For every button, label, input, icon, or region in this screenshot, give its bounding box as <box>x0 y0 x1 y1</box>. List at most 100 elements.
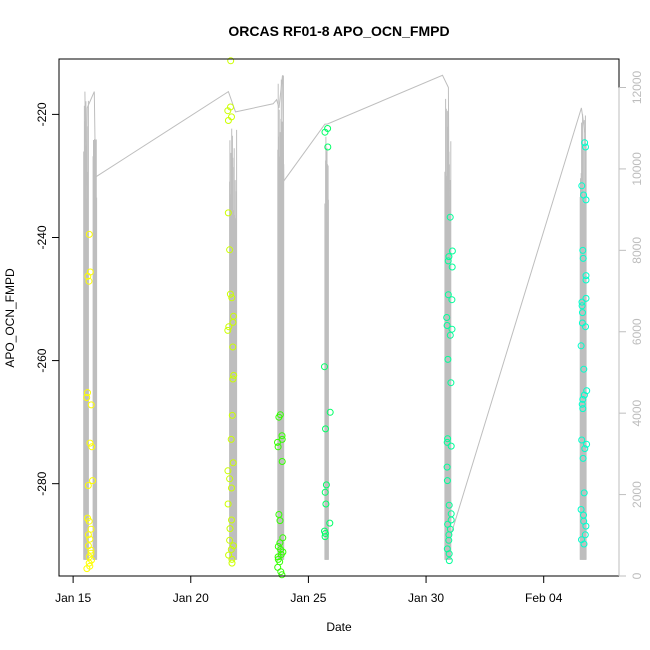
data-point <box>228 411 236 419</box>
data-point <box>86 535 94 543</box>
data-point <box>443 322 451 329</box>
x-tick-label: Jan 15 <box>55 591 91 605</box>
data-point <box>87 546 95 554</box>
data-point <box>582 196 590 204</box>
data-point <box>228 555 236 563</box>
data-point <box>580 540 588 548</box>
data-point <box>227 546 235 553</box>
data-point <box>224 326 232 334</box>
data-point <box>578 182 586 190</box>
data-point <box>577 506 585 513</box>
x-tick-label: Jan 20 <box>173 591 209 605</box>
x-tick-label: Jan 30 <box>408 591 444 605</box>
axes-layer: Jan 15 Jan 20 Jan 25 Jan 30 Feb 04 -220 -240 -2… <box>35 70 644 605</box>
data-point <box>326 408 334 416</box>
data-point <box>83 565 91 573</box>
plot-frame <box>58 58 620 577</box>
data-point <box>224 467 232 475</box>
data-point <box>224 117 232 124</box>
data-point <box>84 531 92 539</box>
data-point <box>89 477 96 485</box>
data-point <box>87 525 95 533</box>
data-point <box>229 343 237 351</box>
data-point <box>582 323 589 331</box>
data-point <box>224 209 232 217</box>
data-point <box>226 475 234 483</box>
data-point <box>582 522 590 530</box>
data-point <box>274 563 282 571</box>
data-point <box>321 363 328 371</box>
data-point <box>579 454 587 462</box>
data-point <box>580 391 588 399</box>
data-point <box>322 481 330 489</box>
data-point <box>83 394 91 401</box>
data-point <box>446 213 454 221</box>
data-point <box>448 325 456 333</box>
data-point <box>443 477 451 485</box>
data-point <box>444 291 452 299</box>
data-point <box>445 536 453 544</box>
data-point <box>277 568 285 576</box>
data-point <box>445 550 453 558</box>
data-point <box>447 516 455 524</box>
data-point <box>448 263 456 271</box>
data-point <box>230 542 237 550</box>
data-point <box>86 439 94 447</box>
data-point <box>445 557 453 565</box>
data-point <box>578 436 586 444</box>
data-point <box>226 525 234 533</box>
data-point <box>582 294 590 302</box>
data-point <box>326 519 334 527</box>
data-point <box>87 549 95 557</box>
y2-tick-label: 4000 <box>630 399 644 426</box>
data-point <box>225 323 233 331</box>
data-point <box>228 559 236 567</box>
data-point <box>445 253 453 261</box>
y-tick-label: -220 <box>35 102 49 126</box>
data-point <box>579 254 587 262</box>
data-point <box>579 405 587 413</box>
data-point <box>226 536 234 544</box>
data-point <box>444 355 452 363</box>
chart-title: ORCAS RF01-8 APO_OCN_FMPD <box>228 23 449 39</box>
data-point <box>578 302 586 310</box>
data-point <box>581 445 589 453</box>
y2-tick-label: 8000 <box>630 237 644 264</box>
data-point <box>279 534 287 542</box>
data-point <box>85 230 93 238</box>
data-point <box>443 314 451 321</box>
data-point <box>446 331 454 339</box>
x-tick-label: Jan 25 <box>290 591 326 605</box>
data-point <box>229 318 237 326</box>
y-tick-label: -280 <box>35 471 49 495</box>
data-point <box>443 438 451 446</box>
data-point <box>224 500 232 508</box>
data-point <box>447 379 455 387</box>
y2-tick-label: 10000 <box>630 152 644 186</box>
data-point <box>84 389 91 397</box>
data-point <box>274 553 282 561</box>
data-point <box>444 257 452 265</box>
data-point <box>229 459 237 467</box>
data-point <box>448 296 456 304</box>
data-point <box>227 57 235 65</box>
data-point <box>444 435 452 443</box>
data-point <box>228 484 235 492</box>
y2-tick-label: 12000 <box>630 70 644 104</box>
data-point <box>579 246 587 254</box>
data-point <box>85 517 93 525</box>
data-point <box>227 435 235 443</box>
data-point <box>228 294 236 302</box>
altitude-line <box>84 74 586 536</box>
data-point <box>278 432 286 440</box>
data-point <box>582 143 589 151</box>
data-point <box>229 375 237 383</box>
data-point <box>226 290 234 298</box>
y2-tick-label: 6000 <box>630 318 644 345</box>
data-point <box>443 463 451 471</box>
y2-tick-label: 0 <box>630 572 644 579</box>
data-point <box>580 489 588 497</box>
data-point <box>582 272 590 280</box>
altitude-track-layer <box>83 74 587 560</box>
data-point <box>578 298 586 306</box>
